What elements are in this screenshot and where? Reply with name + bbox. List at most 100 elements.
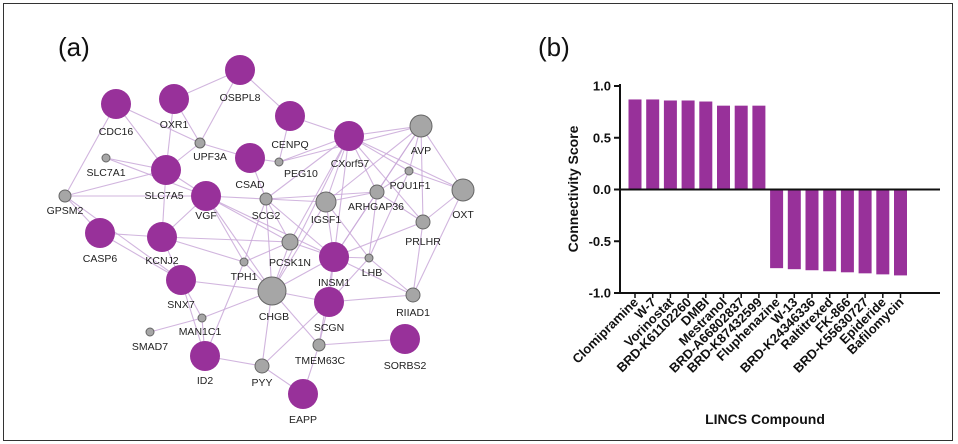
network-edge <box>64 103 117 197</box>
network-node-scg2 <box>259 192 273 206</box>
network-node-upf3a <box>194 137 206 149</box>
network-edge <box>333 135 350 258</box>
node-label-oxr1: OXR1 <box>160 119 189 131</box>
y-tick-label: -0.5 <box>589 234 611 249</box>
bar-12 <box>840 189 854 273</box>
network-node-lhb <box>364 253 374 263</box>
node-label-insm1: INSM1 <box>318 277 350 289</box>
node-label-gpsm2: GPSM2 <box>47 205 84 217</box>
node-label-tmem63c: TMEM63C <box>295 355 346 367</box>
network-edge <box>368 191 378 259</box>
node-label-igsf1: IGSF1 <box>311 214 342 226</box>
network-edge <box>261 301 330 367</box>
node-label-man1c1: MAN1C1 <box>179 326 222 338</box>
network-node-riiad1 <box>405 287 421 303</box>
network-edge <box>149 317 203 333</box>
network-edge <box>205 195 335 258</box>
x-category-labels: ClomipramineW-7VorinostatBRD-K61102260DM… <box>569 293 907 376</box>
node-label-cdc16: CDC16 <box>99 126 134 138</box>
network-edge <box>368 257 414 296</box>
y-tick-label: 0.5 <box>593 130 611 145</box>
network-edge <box>265 135 350 200</box>
network-edge <box>180 279 273 292</box>
network-node-pou1f1 <box>404 166 414 176</box>
network-edge <box>420 125 464 191</box>
node-label-osbpl8: OSBPL8 <box>220 92 261 104</box>
network-node-slc7a5 <box>151 155 181 185</box>
bar-7 <box>752 105 766 190</box>
y-tick-label: 0.0 <box>593 182 611 197</box>
bar-9 <box>787 189 801 270</box>
network-edge <box>271 201 327 292</box>
network-edge <box>289 135 350 243</box>
node-label-pyy: PYY <box>251 377 272 389</box>
x-axis-title: LINCS Compound <box>705 411 825 427</box>
network-edge <box>271 135 350 292</box>
node-label-avp: AVP <box>411 145 431 157</box>
network-node-scgn <box>314 287 344 317</box>
network-node-eapp <box>288 379 318 409</box>
node-label-pcsk1n: PCSK1N <box>269 257 311 269</box>
network-node-csad <box>235 143 265 173</box>
bar-1 <box>646 99 660 190</box>
node-label-tph1: TPH1 <box>231 271 258 283</box>
node-label-csad: CSAD <box>235 179 265 191</box>
network-node-slc7a1 <box>101 153 111 163</box>
bar-15 <box>894 189 907 276</box>
y-tick-label: -1.0 <box>589 286 611 301</box>
node-label-cenpq: CENPQ <box>271 139 308 151</box>
network-edge <box>412 189 464 296</box>
bar-6 <box>734 105 748 190</box>
network-node-gpsm2 <box>58 189 72 203</box>
network-node-man1c1 <box>197 313 207 323</box>
network-edge <box>64 169 167 197</box>
network-edge <box>368 170 410 259</box>
network-edge <box>64 195 182 281</box>
network-node-sorbs2 <box>390 324 420 354</box>
y-ticks: 1.0 0.5 0.0 -0.5 -1.0 <box>589 79 620 301</box>
network-edge <box>420 125 424 223</box>
node-label-slc7a5: SLC7A5 <box>144 190 183 202</box>
network-node-avp <box>409 114 433 138</box>
bar-0 <box>628 99 642 190</box>
network-node-peg10 <box>274 157 284 167</box>
bars <box>628 99 907 276</box>
network-node-cxorf57 <box>334 121 364 151</box>
panel-a-label: (a) <box>58 32 90 62</box>
network-labels: OSBPL8 CDC16 OXR1 CENPQ CXorf57 AVP UPF3A SLC7A… <box>47 92 475 426</box>
node-label-smad7: SMAD7 <box>132 341 168 353</box>
y-tick-label: 1.0 <box>593 79 611 94</box>
network-node-cenpq <box>275 101 305 131</box>
bar-3 <box>681 100 695 190</box>
network-node-casp6 <box>85 218 115 248</box>
network-edge <box>115 103 201 144</box>
node-label-casp6: CASP6 <box>83 253 118 265</box>
node-label-chgb: CHGB <box>259 311 289 323</box>
network-node-igsf1 <box>315 191 337 213</box>
node-label-vgf: VGF <box>195 210 217 222</box>
network-edge <box>325 125 422 203</box>
node-label-riiad1: RIIAD1 <box>396 307 430 319</box>
network-edge <box>265 198 273 292</box>
network-node-smad7 <box>145 327 155 337</box>
node-label-prlhr: PRLHR <box>405 236 441 248</box>
node-label-pou1f1: POU1F1 <box>390 180 431 192</box>
y-axis-title: Connectivity Score <box>565 125 581 252</box>
network-nodes <box>58 55 475 409</box>
bar-13 <box>858 189 872 274</box>
node-label-peg10: PEG10 <box>284 168 318 180</box>
network-edge <box>348 135 464 191</box>
node-label-lhb: LHB <box>362 267 382 279</box>
bar-5 <box>717 105 730 190</box>
bar-4 <box>699 101 713 190</box>
node-label-slc7a1: SLC7A1 <box>86 167 125 179</box>
network-node-pcsk1n <box>281 233 299 251</box>
network-edge <box>412 221 424 296</box>
node-label-oxt: OXT <box>452 209 474 221</box>
bar-8 <box>770 189 784 269</box>
network-node-tmem63c <box>312 338 326 352</box>
network-edge <box>376 191 424 223</box>
network-node-oxt <box>451 178 475 202</box>
network-edge <box>325 201 370 259</box>
